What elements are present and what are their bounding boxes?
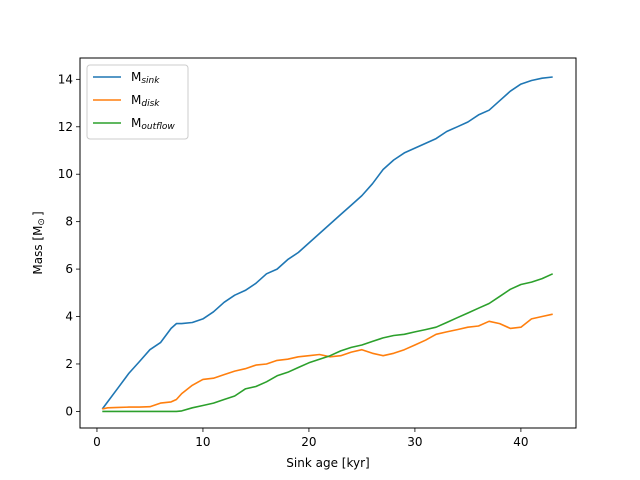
series-line-disk <box>102 313 553 410</box>
y-tick-label: 6 <box>65 262 73 276</box>
y-tick-label: 10 <box>58 167 73 181</box>
y-axis-label-symbol: ⊙ <box>37 218 47 226</box>
legend-box <box>86 64 189 140</box>
legend-label-sink: Msink <box>131 70 160 86</box>
series-line-outflow <box>102 273 554 413</box>
y-axis-ticks: 0 2 4 6 8 10 12 14 <box>58 72 80 418</box>
y-tick-label: 4 <box>65 310 73 324</box>
series-line-sink <box>101 76 553 410</box>
y-tick-label: 12 <box>58 120 73 134</box>
legend-label-outflow: Moutflow <box>131 116 175 132</box>
y-axis-label: Mass [M⊙] <box>31 211 47 274</box>
x-axis-ticks: 0 10 20 30 40 <box>93 428 529 449</box>
series-layer <box>101 76 554 413</box>
y-tick-label: 8 <box>65 215 73 229</box>
x-axis-label: Sink age [kyr] <box>286 456 369 470</box>
x-tick-label: 30 <box>407 435 422 449</box>
y-tick-label: 2 <box>65 357 73 371</box>
legend: Msink Mdisk Moutflow <box>86 64 189 140</box>
x-tick-label: 40 <box>513 435 528 449</box>
y-tick-label: 0 <box>65 404 73 418</box>
x-tick-label: 10 <box>195 435 210 449</box>
legend-label-disk: Mdisk <box>131 93 160 109</box>
x-tick-label: 20 <box>301 435 316 449</box>
y-axis-label-text: Mass [M <box>31 226 45 275</box>
plot-frame <box>79 57 577 429</box>
y-tick-label: 14 <box>58 72 73 86</box>
x-tick-label: 0 <box>93 435 101 449</box>
y-axis-label-close: ] <box>31 211 45 216</box>
